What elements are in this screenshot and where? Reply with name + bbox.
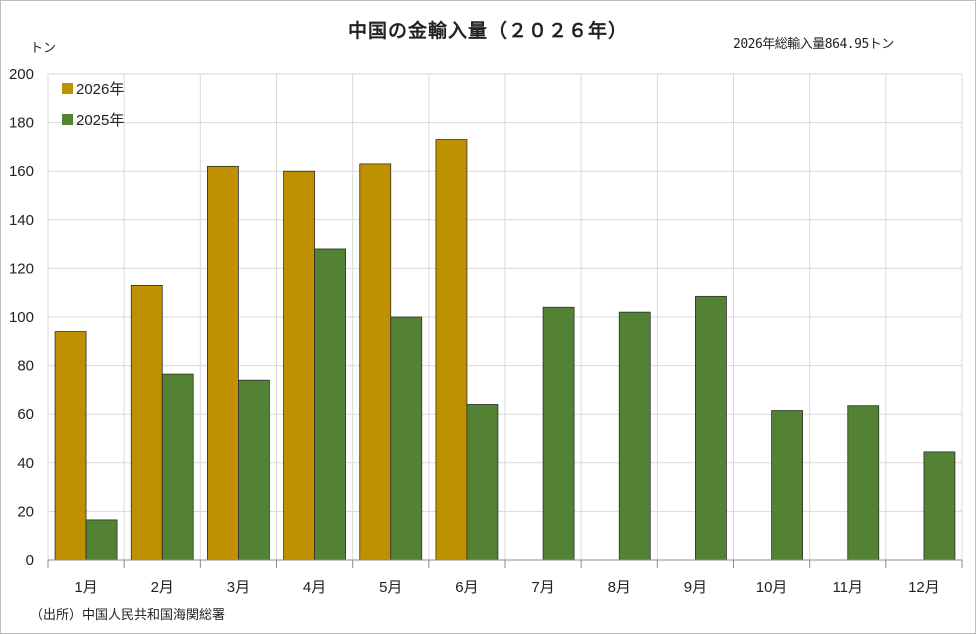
y-tick-label: 160: [9, 163, 34, 180]
bar-2025: [847, 405, 880, 561]
x-tick-label: 11月: [832, 579, 863, 596]
bar-2026: [130, 285, 163, 561]
x-tick-label: 3月: [227, 579, 250, 596]
y-tick-label: 60: [17, 406, 34, 423]
x-tick-label: 7月: [531, 579, 554, 596]
x-tick-label: 1月: [74, 579, 97, 596]
y-tick-label: 100: [9, 309, 34, 326]
source-note: （出所）中国人民共和国海関総署: [30, 608, 226, 623]
legend-label-2025: 2025年: [76, 112, 124, 129]
bar-2025: [618, 311, 651, 561]
bar-2025: [314, 248, 346, 561]
bar-2026: [283, 170, 315, 561]
bar-2025: [466, 404, 499, 561]
total-import-note: 2026年総輸入量864.95トン: [733, 37, 894, 52]
y-tick-label: 20: [17, 503, 34, 520]
bar-2026: [435, 139, 468, 561]
y-axis-unit: トン: [30, 41, 57, 56]
bar-2026: [54, 331, 87, 561]
y-tick-label: 80: [17, 358, 34, 375]
bar-2025: [238, 379, 270, 561]
y-tick-label: 120: [9, 260, 34, 277]
x-tick-label: 6月: [455, 579, 478, 596]
x-tick-label: 9月: [684, 579, 707, 596]
bar-2025: [542, 306, 575, 561]
x-tick-label: 5月: [379, 579, 402, 596]
legend-swatch-2026: [62, 83, 73, 94]
bar-2025: [771, 410, 803, 561]
x-tick-label: 12月: [908, 579, 940, 596]
bar-2025: [85, 519, 118, 561]
bar-2025: [695, 295, 727, 561]
y-tick-label: 40: [17, 455, 34, 472]
bar-2025: [923, 451, 956, 561]
y-tick-label: 140: [9, 212, 34, 229]
legend-swatch-2025: [62, 114, 73, 125]
x-tick-label: 4月: [303, 579, 326, 596]
bar-2025: [161, 373, 194, 561]
y-tick-label: 0: [26, 552, 34, 569]
x-tick-label: 8月: [608, 579, 631, 596]
x-tick-label: 10月: [756, 579, 788, 596]
x-tick-label: 2月: [151, 579, 174, 596]
bar-2026: [359, 163, 392, 561]
legend-label-2026: 2026年: [76, 81, 124, 98]
y-tick-label: 180: [9, 115, 34, 132]
bar-2026: [207, 165, 239, 561]
bar-2025: [390, 316, 423, 561]
y-tick-label: 200: [9, 66, 34, 83]
chart-title: 中国の金輸入量（２０２６年）: [347, 20, 628, 42]
